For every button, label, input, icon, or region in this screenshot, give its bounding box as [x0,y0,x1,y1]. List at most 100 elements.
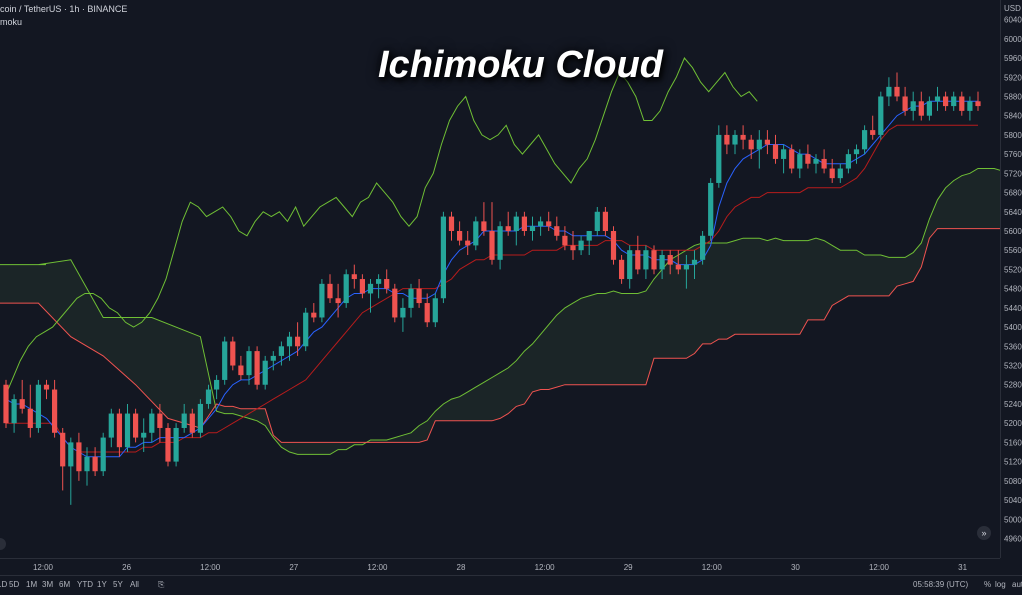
candle-body [651,250,657,270]
candle-body [262,360,268,385]
candle-body [967,101,973,111]
candle-body [246,351,252,376]
time-range-5y-button[interactable]: 5Y [113,580,123,589]
time-range-ytd-button[interactable]: YTD [77,580,93,589]
candle-body [886,86,892,97]
candle-body [497,226,503,260]
chart-area[interactable]: coin / TetherUS · 1h · BINANCE moku Ichi… [0,0,1022,558]
candle [181,403,187,433]
price-tick-label: 53200 [1004,362,1022,371]
candle [902,86,908,116]
price-tick-label: 50000 [1004,515,1022,524]
candle-body [829,168,835,179]
date-range-icon[interactable]: ⎘ [158,580,165,589]
candle [278,341,284,366]
candle [554,216,560,241]
candle-body [951,96,957,107]
candle [84,447,90,486]
candle-body [165,427,171,462]
price-tick-label: 55200 [1004,265,1022,274]
scroll-left-button[interactable] [0,538,6,550]
candle-body [894,86,900,97]
candle [959,91,965,116]
candle [52,379,58,438]
candle [457,221,463,246]
candle [975,91,981,111]
candle [675,250,681,275]
time-axis[interactable]: 12:00 26 12:00 27 12:00 28 12:00 29 12:00 30 12:00… [0,558,1000,575]
time-tick-label: 12:00 [535,563,556,572]
candle [189,408,195,438]
candle [910,91,916,121]
candle [651,245,657,275]
candle-body [853,149,860,155]
candle-body [270,355,276,361]
candle-body [594,211,600,231]
candle [619,255,625,284]
time-range-5d-button[interactable]: 5D [9,580,20,589]
time-range-1y-button[interactable]: 1Y [97,580,107,589]
candle-body [740,134,746,140]
price-axis[interactable]: USD 60400 60000 59600 59200 58800 58400 58000 5… [1000,0,1022,558]
candle [392,283,398,323]
candle [708,178,714,241]
candle [829,158,835,183]
candle-body [84,456,90,472]
time-tick-label: 12:00 [367,563,388,572]
candle-body [43,384,50,390]
candle-body [327,283,333,299]
candle [886,77,892,107]
candle-body [448,216,455,231]
percent-toggle[interactable]: % [984,580,992,589]
candle-body [546,221,552,227]
candle-body [60,432,66,467]
price-tick-label: 60000 [1004,35,1022,44]
candle [513,211,519,246]
candle [764,130,770,155]
candle-body [934,96,941,102]
log-toggle[interactable]: log [995,580,1006,589]
candle-body [521,216,527,231]
candle-body [27,408,33,428]
price-tick-label: 58000 [1004,131,1022,140]
scroll-right-button[interactable]: » [977,526,991,540]
auto-toggle[interactable]: auto [1012,580,1022,589]
price-tick-label: 55600 [1004,246,1022,255]
candle [43,379,50,400]
candle [853,144,860,164]
candle [497,221,503,270]
price-tick-label: 57200 [1004,169,1022,178]
candle [124,403,131,452]
candle [951,91,957,111]
candle [351,264,357,289]
time-tick-label: 28 [457,563,466,572]
candle-body [197,403,203,433]
time-range-6m-button[interactable]: 6M [59,580,71,589]
time-range-all-button[interactable]: All [130,580,139,589]
candle [870,115,876,140]
time-range-1m-button[interactable]: 1M [26,580,38,589]
candle [173,423,179,467]
time-range-1d-button[interactable]: 1D [0,580,8,589]
candle-body [635,250,641,270]
time-tick-label: 12:00 [702,563,723,572]
candle-body [238,365,244,376]
candle-body [602,211,608,231]
price-chart[interactable] [0,0,1022,558]
candle [862,125,868,155]
ichimoku-cloud-fill [0,168,1022,455]
candle [92,447,98,477]
time-tick-label: 12:00 [869,563,890,572]
candle-body [659,255,665,270]
candle-body [230,341,236,366]
candle [967,96,973,121]
time-range-3m-button[interactable]: 3M [42,580,54,589]
price-tick-label: 60400 [1004,16,1022,25]
candle-body [554,226,560,236]
candle-body [764,139,770,145]
candle [76,432,82,481]
candle-body [473,221,479,246]
candle [562,226,568,251]
candle [238,355,244,380]
